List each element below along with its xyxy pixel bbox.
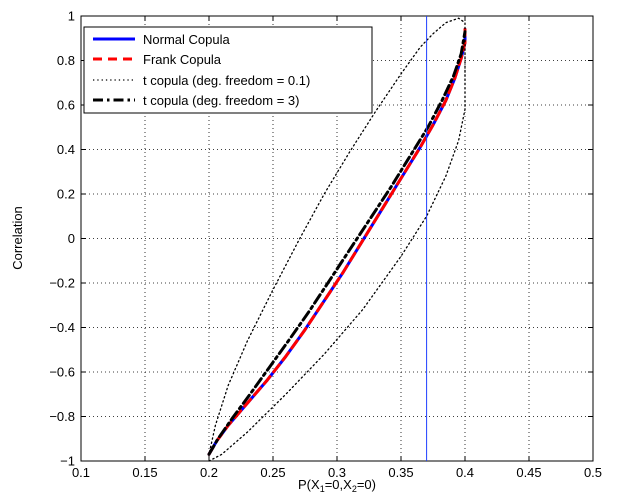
legend-label-frank: Frank Copula <box>143 52 222 67</box>
x-tick-label: 0.3 <box>328 465 346 480</box>
y-tick-label: 0.2 <box>57 187 75 202</box>
x-tick-label: 0.1 <box>72 465 90 480</box>
y-tick-labels: −1 −0.8 −0.6 −0.4 −0.2 0 0.2 0.4 0.6 0.8 1 <box>49 9 75 469</box>
y-tick-label: −0.4 <box>49 320 75 335</box>
series-line-4 <box>207 30 467 456</box>
legend-label-t3: t copula (deg. freedom = 3) <box>143 93 299 108</box>
series-line-3 <box>208 17 466 462</box>
y-tick-label: −0.6 <box>49 365 75 380</box>
series-line-2 <box>207 27 467 456</box>
y-tick-label: 1 <box>68 9 75 24</box>
legend-box <box>83 26 373 114</box>
x-label-part: =0) <box>357 477 376 492</box>
y-tick-label: 0 <box>68 231 75 246</box>
y-tick-label: −1 <box>60 454 75 469</box>
x-tick-labels: 0.1 0.15 0.2 0.25 0.3 0.35 0.4 0.45 0.5 <box>72 465 602 480</box>
y-tick-label: −0.2 <box>49 276 75 291</box>
x-tick-label: 0.15 <box>132 465 157 480</box>
x-tick-label: 0.35 <box>388 465 413 480</box>
x-tick-label: 0.45 <box>516 465 541 480</box>
x-label-subscript: 1 <box>320 484 325 494</box>
x-label-part: =0,X <box>325 477 352 492</box>
series-lines <box>207 17 467 462</box>
x-label-subscript: 2 <box>352 484 357 494</box>
x-label-part: P(X <box>298 477 320 492</box>
legend-label-t01: t copula (deg. freedom = 0.1) <box>143 73 310 88</box>
y-tick-label: −0.8 <box>49 409 75 424</box>
y-axis-label: Correlation <box>10 206 25 270</box>
legend: Normal Copula Frank Copula t copula (deg… <box>83 26 373 114</box>
x-tick-label: 0.25 <box>260 465 285 480</box>
legend-label-normal: Normal Copula <box>143 32 230 47</box>
y-tick-label: 0.4 <box>57 142 75 157</box>
x-tick-label: 0.4 <box>456 465 474 480</box>
x-tick-label: 0.5 <box>584 465 602 480</box>
x-axis-label: P(X1=0,X2=0) <box>298 477 376 494</box>
y-tick-label: 0.6 <box>57 98 75 113</box>
x-tick-label: 0.2 <box>200 465 218 480</box>
y-tick-label: 0.8 <box>57 53 75 68</box>
